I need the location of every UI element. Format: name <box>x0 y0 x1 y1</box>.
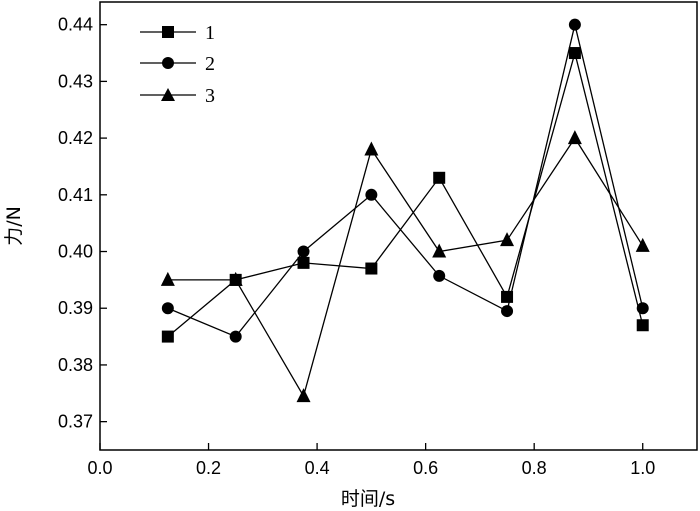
y-tick-label: 0.37 <box>58 412 93 432</box>
legend-label-1: 1 <box>205 22 215 44</box>
series-2 <box>161 18 649 343</box>
data-point-square <box>365 262 378 275</box>
data-point-circle <box>161 302 174 315</box>
legend-label-3: 3 <box>205 85 215 107</box>
data-point-square <box>161 330 174 343</box>
data-point-circle <box>568 18 581 31</box>
data-point-circle <box>501 305 514 318</box>
legend-entry-3: 3 <box>140 85 215 107</box>
legend-entry-2: 2 <box>140 53 215 75</box>
plot-frame <box>99 1 698 451</box>
x-tick-label: 0.4 <box>305 458 330 478</box>
x-tick-label: 0.6 <box>413 458 438 478</box>
series-2-line <box>167 24 644 338</box>
data-point-square <box>568 47 581 60</box>
y-tick-label: 0.44 <box>58 15 93 35</box>
legend: 1 2 3 <box>140 22 215 107</box>
data-point-triangle <box>567 130 582 145</box>
data-point-square <box>297 256 310 269</box>
data-point-circle <box>297 245 310 258</box>
series-1 <box>161 47 649 343</box>
legend-marker-circle <box>162 57 174 69</box>
series-1-line <box>167 50 644 338</box>
legend-entry-1: 1 <box>140 22 215 44</box>
data-point-triangle <box>160 271 175 286</box>
y-axis-title: 力/N <box>3 206 25 246</box>
data-point-circle <box>636 302 649 315</box>
y-tick-label: 0.40 <box>58 242 93 262</box>
y-tick-label: 0.42 <box>58 128 93 148</box>
x-tick-label: 0.0 <box>87 458 112 478</box>
data-point-triangle <box>432 243 447 258</box>
legend-label-2: 2 <box>205 53 215 75</box>
series-3-line <box>167 136 644 398</box>
x-tick-label: 1.0 <box>630 458 655 478</box>
data-point-square <box>501 290 514 303</box>
data-point-triangle <box>296 388 311 403</box>
y-tick-label: 0.43 <box>58 71 93 91</box>
axis-ticks: 0.0 0.2 0.4 0.6 0.8 1.0 0.37 0.38 0.39 0.40 0.41 0.… <box>58 15 655 478</box>
y-tick-label: 0.38 <box>58 355 93 375</box>
x-tick-label: 0.8 <box>522 458 547 478</box>
data-point-circle <box>433 269 446 282</box>
x-tick-label: 0.2 <box>196 458 221 478</box>
data-point-circle <box>229 330 242 343</box>
data-point-triangle <box>364 141 379 156</box>
data-point-triangle <box>500 232 515 247</box>
data-point-triangle <box>635 237 650 252</box>
legend-marker-triangle <box>161 88 175 101</box>
x-axis-title: 时间/s <box>341 488 395 510</box>
data-point-circle <box>365 188 378 201</box>
y-tick-label: 0.39 <box>58 298 93 318</box>
data-point-triangle <box>228 271 243 286</box>
series-3 <box>160 130 650 403</box>
data-point-square <box>636 319 649 332</box>
data-point-square <box>433 171 446 184</box>
y-tick-label: 0.41 <box>58 185 93 205</box>
legend-marker-square <box>162 26 174 38</box>
series-layer <box>160 18 650 403</box>
